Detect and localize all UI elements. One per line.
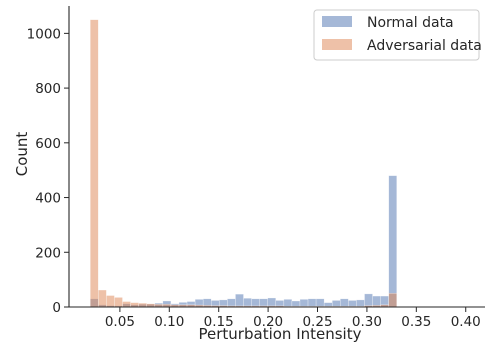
x-tick-label: 0.25 — [302, 314, 332, 330]
legend: Normal data Adversarial data — [313, 9, 482, 61]
legend-label-adversarial: Adversarial data — [367, 38, 482, 54]
normal-bar — [364, 293, 373, 308]
normal-bar — [307, 298, 317, 308]
legend-frame — [313, 9, 480, 61]
x-axis-label: Perturbation Intensity — [199, 325, 362, 343]
y-tick-label: 400 — [35, 191, 61, 207]
adversarial-bar — [98, 289, 107, 308]
x-tick-label: 0.35 — [401, 314, 431, 330]
adversarial-bar — [130, 302, 139, 308]
normal-bar — [315, 298, 325, 308]
x-tick-label: 0.10 — [154, 314, 184, 330]
x-tick-label: 0.05 — [105, 314, 135, 330]
adversarial-bar — [388, 293, 398, 308]
adversarial-bar — [106, 295, 115, 308]
y-tick-label: 600 — [35, 136, 61, 152]
adversarial-bar — [122, 301, 131, 308]
adversarial-bar — [114, 297, 123, 308]
legend-swatch-normal — [322, 16, 352, 27]
legend-label-normal: Normal data — [367, 15, 454, 31]
x-tick-label: 0.20 — [253, 314, 283, 330]
axes-layer — [68, 6, 485, 308]
y-tick-label: 1000 — [27, 26, 61, 42]
y-tick-label: 800 — [35, 81, 61, 97]
normal-bar — [388, 175, 398, 308]
x-tick-label: 0.30 — [352, 314, 382, 330]
bars-layer — [89, 19, 398, 308]
normal-bar — [299, 299, 309, 308]
adversarial-bar — [89, 19, 99, 308]
legend-swatch-adversarial — [322, 39, 352, 50]
normal-bar — [283, 299, 293, 308]
normal-bar — [340, 298, 349, 308]
x-tick-label: 0.40 — [451, 314, 481, 330]
y-axis-label: Count — [13, 132, 31, 177]
adversarial-bar — [138, 302, 147, 308]
ticks-layer: 0.05 0.10 0.15 0.20 0.25 0.30 0.35 0.40 0 200 400 6… — [27, 26, 481, 330]
y-tick-label: 200 — [35, 245, 61, 261]
y-tick-label: 0 — [52, 300, 61, 316]
normal-bar — [267, 297, 277, 308]
x-tick-label: 0.15 — [204, 314, 234, 330]
normal-bar — [235, 293, 244, 308]
